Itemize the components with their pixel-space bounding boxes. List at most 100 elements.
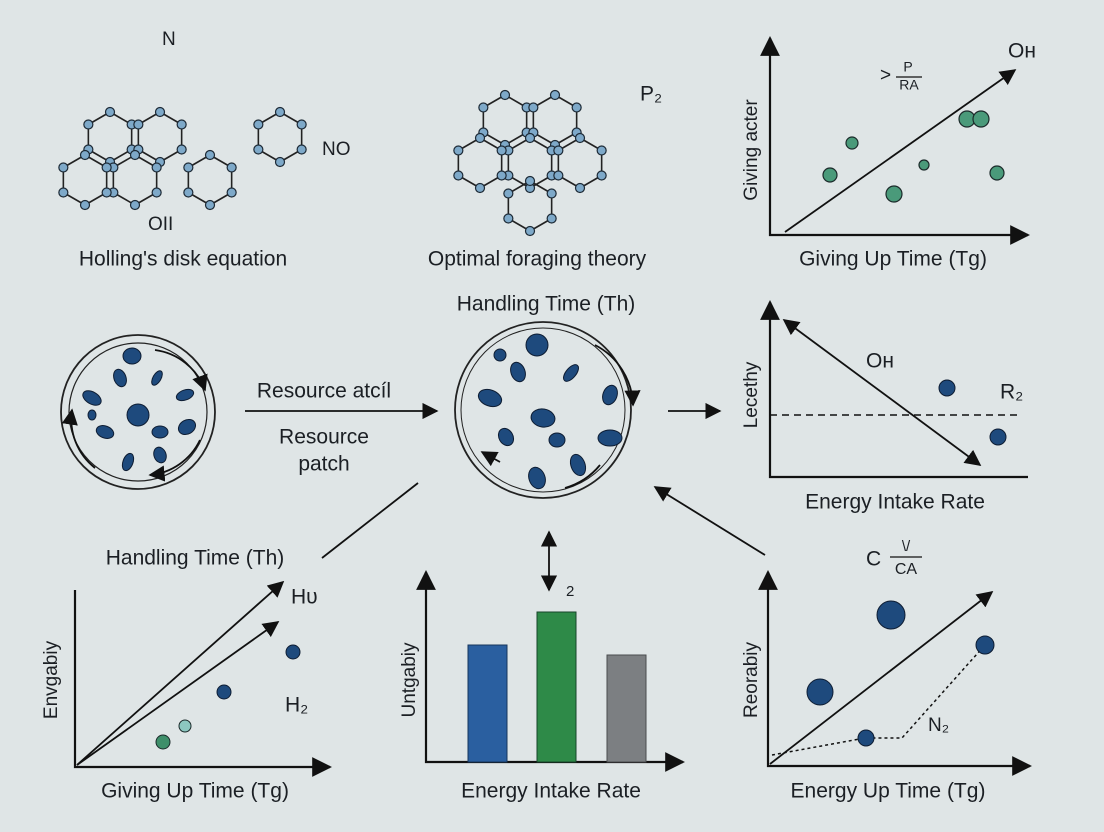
trend-arrow [76, 580, 285, 766]
arrow-label: Resource atcíl [257, 380, 391, 403]
point [938, 379, 956, 397]
atom [226, 187, 237, 198]
panel-title: Optimal foraging theory [428, 248, 647, 271]
annotation: \/ [902, 538, 911, 555]
patch-outline [460, 327, 626, 493]
atom [101, 162, 112, 173]
resource-blob [82, 390, 102, 406]
atom [154, 106, 166, 118]
atom [478, 102, 489, 113]
bar [536, 611, 577, 763]
resource-blob [153, 446, 167, 464]
atom [524, 225, 536, 237]
flow-arrow [154, 349, 208, 392]
atom [183, 162, 194, 173]
atom [204, 199, 216, 211]
resource-blob [528, 466, 546, 490]
resource-blob [151, 370, 163, 386]
atom [104, 106, 116, 118]
annotation: 2 [566, 583, 574, 600]
resource-blob [177, 418, 197, 436]
chart-middle-right: Lecethy Oн R₂ Energy Intake Rate [741, 300, 1028, 514]
atom [151, 187, 162, 198]
point [989, 428, 1007, 446]
point [975, 635, 995, 655]
resource-patch [454, 321, 641, 499]
resource-blob [175, 388, 195, 402]
axes [73, 590, 332, 777]
resource-blob [113, 368, 127, 388]
x-axis-label: Energy Intake Rate [805, 491, 985, 514]
point [857, 729, 875, 747]
annotation: RA [899, 77, 919, 93]
atom [176, 144, 187, 155]
patch-label: patch [298, 453, 349, 476]
atom [83, 119, 94, 130]
resource-blob [477, 388, 503, 408]
resource-blob [569, 453, 587, 477]
atom [226, 162, 237, 173]
annotation: P [903, 59, 912, 75]
connector [321, 482, 419, 559]
flow-arrow [61, 408, 96, 469]
atom [574, 132, 586, 144]
chart-bottom-middle: 2 Untgabiy Energy Intake Rate [399, 570, 685, 803]
connector-arrow [653, 486, 766, 556]
resource-blob [530, 408, 556, 428]
chart-bottom-right: C \/ CA Reorabiy N₂ Energy Up Time (Tg) [741, 538, 1032, 803]
atom [528, 102, 539, 113]
point [918, 159, 930, 171]
chart-top-right: Giving acter > P RA Oн Giving Up Time (T… [741, 36, 1036, 271]
atom [151, 162, 162, 173]
atom [553, 145, 564, 156]
x-axis-label: Giving Up Time (Tg) [101, 780, 289, 803]
resource-blob [563, 364, 579, 382]
atom [453, 170, 464, 181]
atom [474, 182, 486, 194]
atom [499, 89, 511, 101]
atom [58, 162, 69, 173]
resource-blob [87, 409, 97, 421]
trend-arrow [784, 69, 1017, 233]
point [972, 110, 990, 128]
axes [416, 570, 685, 772]
panel-title: Handling Time (Th) [457, 293, 636, 316]
resources [82, 347, 197, 472]
resource-blob [95, 425, 115, 439]
atom [101, 187, 112, 198]
atom [274, 156, 286, 168]
resource-blob [121, 452, 135, 472]
resource-blob [493, 348, 507, 362]
trend-arrow [769, 591, 994, 765]
x-axis-label: Giving Up Time (Tg) [799, 248, 987, 271]
atom [474, 132, 486, 144]
point [155, 734, 171, 750]
point [845, 136, 859, 150]
point [216, 684, 232, 700]
resources [477, 333, 623, 490]
annotation: C [866, 548, 881, 571]
point [822, 167, 838, 183]
y-axis-label: Giving acter [741, 99, 762, 201]
axes [760, 36, 1030, 245]
bar [606, 654, 647, 763]
annotation: Oн [1008, 40, 1036, 63]
atom [133, 119, 144, 130]
atom [503, 188, 514, 199]
dotted-path [771, 644, 986, 756]
resource-patch [60, 334, 216, 490]
resource-blob [151, 425, 169, 439]
atom [503, 213, 514, 224]
annotation: > [880, 65, 891, 86]
atom [549, 89, 561, 101]
atom [574, 182, 586, 194]
atom [524, 175, 536, 187]
resource-blob [525, 333, 549, 357]
trend-arrow [76, 621, 280, 766]
atom [496, 170, 507, 181]
atom [274, 106, 286, 118]
atom [596, 145, 607, 156]
atom [596, 170, 607, 181]
atom [296, 144, 307, 155]
